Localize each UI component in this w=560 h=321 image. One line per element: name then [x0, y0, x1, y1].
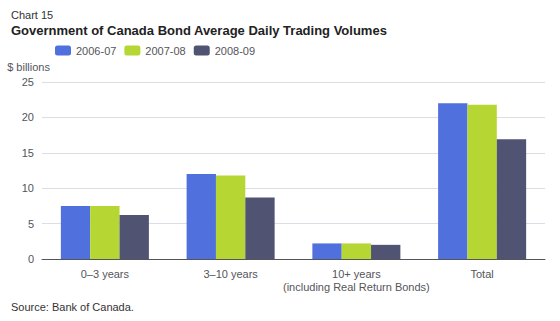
svg-text:Source: Bank of Canada.: Source: Bank of Canada. [11, 301, 134, 313]
svg-text:2006-07: 2006-07 [76, 45, 116, 57]
svg-text:Total: Total [471, 268, 494, 280]
svg-text:Chart 15: Chart 15 [11, 9, 53, 21]
svg-text:2007-08: 2007-08 [145, 45, 185, 57]
svg-text:10: 10 [22, 182, 34, 194]
svg-text:25: 25 [22, 76, 34, 88]
svg-text:15: 15 [22, 147, 34, 159]
svg-text:3–10 years: 3–10 years [203, 268, 258, 280]
svg-text:0: 0 [28, 253, 34, 265]
svg-text:2008-09: 2008-09 [215, 45, 255, 57]
svg-text:$ billions: $ billions [7, 61, 50, 73]
svg-text:0–3 years: 0–3 years [81, 268, 130, 280]
svg-text:Government of Canada Bond Aver: Government of Canada Bond Average Daily … [11, 23, 387, 38]
svg-text:20: 20 [22, 111, 34, 123]
svg-text:10+ years: 10+ years [332, 268, 381, 280]
svg-text:(including Real Return Bonds): (including Real Return Bonds) [283, 281, 430, 293]
svg-text:5: 5 [28, 218, 34, 230]
